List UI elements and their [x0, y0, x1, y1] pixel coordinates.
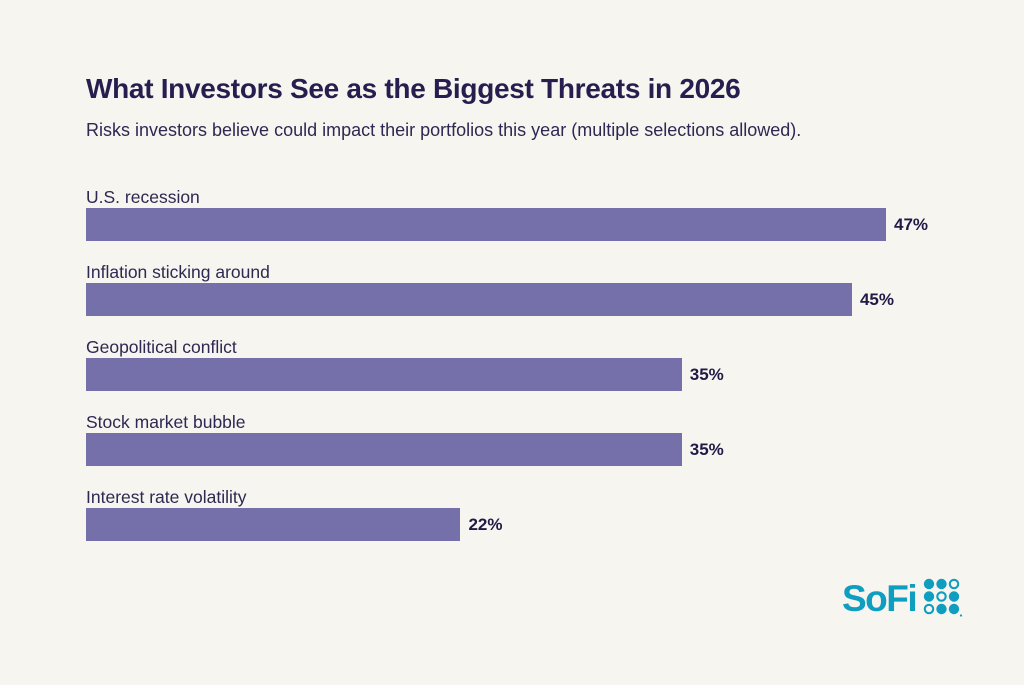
bar — [86, 508, 461, 541]
sofi-dots-icon — [923, 578, 963, 617]
category-label: U.S. recession — [86, 187, 200, 207]
category-label: Stock market bubble — [86, 412, 246, 432]
sofi-logo: SoFi — [842, 578, 963, 618]
bar-row: Geopolitical conflict 35% — [86, 336, 886, 391]
sofi-logo-text: SoFi — [842, 577, 918, 619]
chart-subtitle: Risks investors believe could impact the… — [86, 120, 802, 140]
bar — [86, 433, 682, 466]
bar — [86, 208, 886, 241]
bar — [86, 283, 852, 316]
bar-row: U.S. recession 47% — [86, 186, 928, 241]
value-label: 45% — [859, 289, 894, 309]
value-label: 47% — [894, 214, 929, 234]
category-label: Interest rate volatility — [86, 487, 247, 507]
bar-chart: U.S. recession 47% Inflation sticking ar… — [86, 186, 928, 561]
value-label: 35% — [689, 364, 724, 384]
category-label: Inflation sticking around — [86, 262, 270, 282]
bar-row: Interest rate volatility 22% — [86, 486, 886, 541]
value-label: 35% — [689, 439, 724, 459]
bar-row: Inflation sticking around 45% — [86, 261, 894, 316]
value-label: 22% — [468, 514, 503, 534]
category-label: Geopolitical conflict — [86, 337, 237, 357]
bar — [86, 358, 682, 391]
chart-title: What Investors See as the Biggest Threat… — [86, 73, 741, 104]
bar-row: Stock market bubble 35% — [86, 411, 886, 466]
